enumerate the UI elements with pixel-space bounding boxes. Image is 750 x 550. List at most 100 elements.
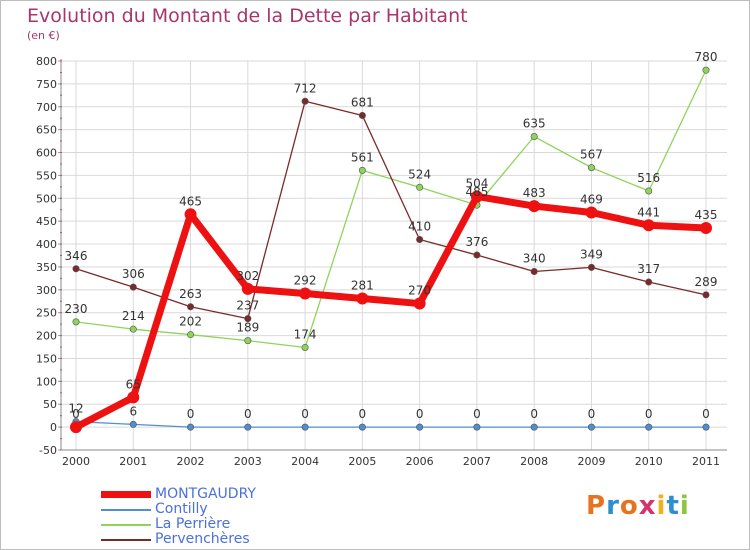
legend-swatch bbox=[101, 539, 151, 541]
data-label: 317 bbox=[637, 262, 660, 276]
data-point-montgaudry bbox=[528, 200, 541, 213]
data-label: 0 bbox=[187, 407, 195, 421]
data-label: 12 bbox=[68, 402, 83, 416]
data-label: 270 bbox=[408, 284, 431, 298]
data-point-la-perri-re bbox=[72, 318, 80, 326]
data-label: 561 bbox=[351, 150, 374, 164]
data-label: 441 bbox=[637, 205, 660, 219]
data-label: 0 bbox=[416, 407, 424, 421]
data-point-la-perri-re bbox=[129, 325, 137, 333]
x-tick-label: 2008 bbox=[520, 455, 548, 468]
legend-label: Pervenchères bbox=[155, 531, 250, 547]
data-label: 0 bbox=[645, 407, 653, 421]
y-tick-label: 50 bbox=[43, 398, 57, 411]
data-point-montgaudry bbox=[585, 206, 598, 219]
data-label: 6 bbox=[129, 404, 137, 418]
data-point-la-perri-re bbox=[530, 133, 538, 141]
legend-swatch bbox=[101, 509, 151, 511]
x-tick-label: 2003 bbox=[234, 455, 262, 468]
data-point-pervench-res bbox=[702, 291, 710, 299]
data-point-montgaudry bbox=[127, 391, 140, 404]
data-point-la-perri-re bbox=[587, 164, 595, 172]
data-label: 281 bbox=[351, 279, 374, 293]
data-label: 681 bbox=[351, 95, 374, 109]
data-label: 0 bbox=[72, 407, 80, 421]
data-label: 0 bbox=[473, 407, 481, 421]
series-line-contilly bbox=[75, 420, 706, 428]
data-label: 214 bbox=[122, 309, 145, 323]
y-tick-label: 100 bbox=[36, 375, 57, 388]
data-label: 465 bbox=[179, 194, 202, 208]
y-tick-label: 200 bbox=[36, 330, 57, 343]
data-point-pervench-res bbox=[301, 97, 309, 105]
x-tick-label: 2004 bbox=[291, 455, 319, 468]
data-point-pervench-res bbox=[358, 111, 366, 119]
series-line-pervench-res bbox=[75, 100, 707, 320]
legend-swatch bbox=[101, 524, 151, 526]
y-tick-label: 400 bbox=[36, 238, 57, 251]
y-tick-label: 800 bbox=[36, 55, 57, 68]
data-point-contilly bbox=[473, 423, 481, 431]
data-label: 306 bbox=[122, 267, 145, 281]
data-point-contilly bbox=[416, 423, 424, 431]
x-tick-label: 2010 bbox=[635, 455, 663, 468]
x-tick-label: 2001 bbox=[119, 455, 147, 468]
y-tick-label: 550 bbox=[36, 169, 57, 182]
data-point-contilly bbox=[129, 420, 137, 428]
x-tick-label: 2006 bbox=[406, 455, 434, 468]
series-line-montgaudry bbox=[74, 192, 707, 431]
x-tick-label: 2007 bbox=[463, 455, 491, 468]
y-tick-label: 600 bbox=[36, 147, 57, 160]
y-tick-label: 0 bbox=[50, 421, 57, 434]
y-tick-label: 450 bbox=[36, 215, 57, 228]
data-label: 230 bbox=[65, 302, 88, 316]
legend-swatch bbox=[101, 491, 151, 498]
data-label: 0 bbox=[588, 407, 596, 421]
x-tick-label: 2005 bbox=[348, 455, 376, 468]
data-point-pervench-res bbox=[645, 278, 653, 286]
y-tick-label: -50 bbox=[39, 444, 57, 457]
data-point-pervench-res bbox=[416, 235, 424, 243]
data-label: 174 bbox=[294, 327, 317, 341]
data-point-pervench-res bbox=[530, 268, 538, 276]
y-axis-unit-label: (en €) bbox=[27, 29, 60, 42]
data-point-la-perri-re bbox=[358, 166, 366, 174]
data-point-la-perri-re bbox=[645, 187, 653, 195]
data-point-contilly bbox=[645, 423, 653, 431]
data-label: 289 bbox=[695, 275, 718, 289]
data-point-pervench-res bbox=[72, 265, 80, 273]
y-tick-label: 250 bbox=[36, 307, 57, 320]
data-label: 780 bbox=[695, 50, 718, 64]
x-tick-label: 2009 bbox=[577, 455, 605, 468]
data-label: 349 bbox=[580, 247, 603, 261]
data-point-montgaudry bbox=[700, 222, 712, 235]
data-label: 65 bbox=[126, 377, 141, 391]
data-label: 292 bbox=[294, 273, 317, 287]
data-label: 485 bbox=[465, 185, 488, 199]
data-label: 524 bbox=[408, 167, 431, 181]
data-label: 516 bbox=[637, 171, 660, 185]
x-tick-label: 2011 bbox=[692, 455, 720, 468]
data-point-pervench-res bbox=[587, 263, 595, 271]
data-label: 435 bbox=[695, 208, 718, 222]
data-label: 0 bbox=[244, 407, 252, 421]
data-point-pervench-res bbox=[187, 303, 195, 311]
data-point-montgaudry bbox=[299, 287, 312, 300]
y-tick-label: 150 bbox=[36, 352, 57, 365]
data-point-montgaudry bbox=[70, 421, 82, 434]
data-point-montgaudry bbox=[470, 190, 483, 203]
data-point-contilly bbox=[587, 423, 595, 431]
x-tick-label: 2000 bbox=[62, 455, 90, 468]
data-label: 302 bbox=[236, 269, 259, 283]
data-label: 202 bbox=[179, 315, 202, 329]
data-label: 0 bbox=[301, 407, 309, 421]
legend-label: La Perrière bbox=[155, 516, 231, 532]
data-label: 410 bbox=[408, 219, 431, 233]
y-tick-label: 650 bbox=[36, 124, 57, 137]
data-label: 635 bbox=[523, 117, 546, 131]
data-point-montgaudry bbox=[356, 292, 369, 305]
data-point-la-perri-re bbox=[244, 337, 252, 345]
logo-letter: i bbox=[679, 491, 690, 521]
data-point-pervench-res bbox=[244, 315, 252, 323]
